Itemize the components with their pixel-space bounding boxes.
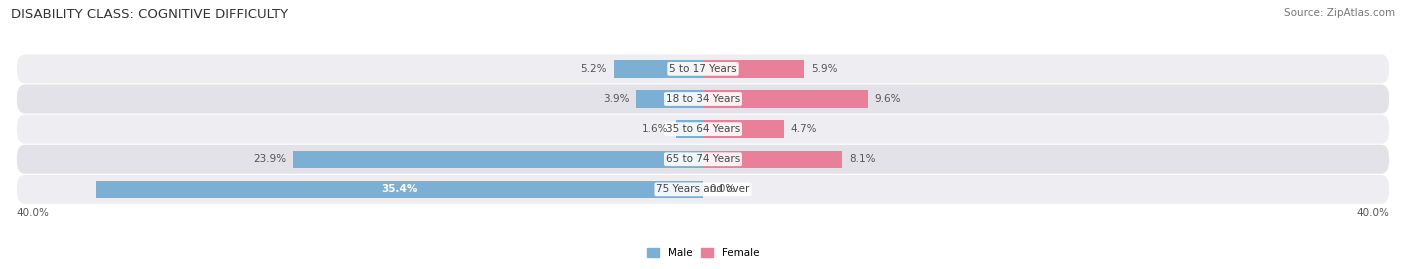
Text: 3.9%: 3.9% bbox=[603, 94, 630, 104]
Text: 40.0%: 40.0% bbox=[17, 208, 49, 218]
Text: 9.6%: 9.6% bbox=[875, 94, 901, 104]
Text: 0.0%: 0.0% bbox=[710, 184, 737, 194]
Text: Source: ZipAtlas.com: Source: ZipAtlas.com bbox=[1284, 8, 1395, 18]
Bar bbox=[703, 151, 842, 168]
Text: 35 to 64 Years: 35 to 64 Years bbox=[666, 124, 740, 134]
Text: 40.0%: 40.0% bbox=[1357, 208, 1389, 218]
FancyBboxPatch shape bbox=[17, 145, 1389, 174]
FancyBboxPatch shape bbox=[17, 175, 1389, 204]
Text: 5 to 17 Years: 5 to 17 Years bbox=[669, 64, 737, 74]
Bar bbox=[614, 60, 703, 77]
Text: 5.2%: 5.2% bbox=[581, 64, 607, 74]
FancyBboxPatch shape bbox=[17, 115, 1389, 144]
Legend: Male, Female: Male, Female bbox=[643, 244, 763, 263]
Text: 5.9%: 5.9% bbox=[811, 64, 838, 74]
Text: DISABILITY CLASS: COGNITIVE DIFFICULTY: DISABILITY CLASS: COGNITIVE DIFFICULTY bbox=[11, 8, 288, 21]
Text: 23.9%: 23.9% bbox=[253, 154, 287, 164]
Text: 4.7%: 4.7% bbox=[790, 124, 817, 134]
Bar bbox=[292, 151, 703, 168]
Text: 8.1%: 8.1% bbox=[849, 154, 876, 164]
Bar bbox=[96, 181, 703, 198]
Text: 75 Years and over: 75 Years and over bbox=[657, 184, 749, 194]
Bar bbox=[636, 90, 703, 108]
Text: 18 to 34 Years: 18 to 34 Years bbox=[666, 94, 740, 104]
FancyBboxPatch shape bbox=[17, 54, 1389, 83]
FancyBboxPatch shape bbox=[17, 84, 1389, 114]
Text: 1.6%: 1.6% bbox=[643, 124, 669, 134]
Text: 35.4%: 35.4% bbox=[381, 184, 418, 194]
Bar bbox=[703, 121, 783, 138]
Text: 65 to 74 Years: 65 to 74 Years bbox=[666, 154, 740, 164]
Bar bbox=[703, 60, 804, 77]
Bar bbox=[675, 121, 703, 138]
Bar bbox=[703, 90, 868, 108]
